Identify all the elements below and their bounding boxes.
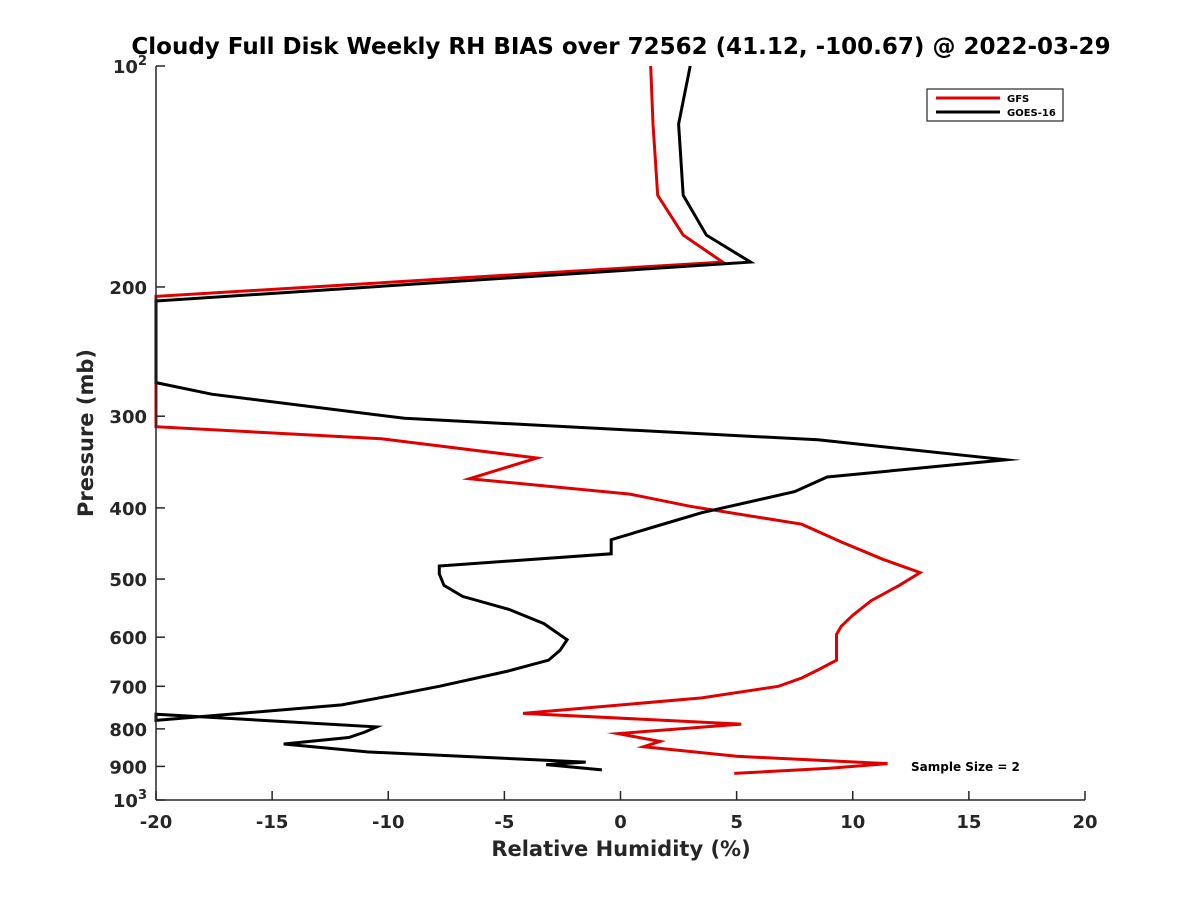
y-tick-label: 600 <box>109 628 147 649</box>
legend: GFS GOES-16 <box>926 88 1064 122</box>
legend-entry-label: GOES-16 <box>1007 108 1056 119</box>
y-tick-base: 10 <box>113 791 138 812</box>
x-tick-label: 15 <box>956 812 981 833</box>
x-axis-label: Relative Humidity (%) <box>491 837 750 861</box>
y-tick-base: 300 <box>109 407 147 428</box>
y-axis-label: Pressure (mb) <box>74 349 98 517</box>
y-tick-base: 10 <box>113 57 138 78</box>
y-tick-exponent: 2 <box>138 54 147 69</box>
y-tick-label: 900 <box>109 757 147 778</box>
y-tick-label: 400 <box>109 499 147 520</box>
series-line-goes-16 <box>154 65 1021 772</box>
y-tick-exponent: 3 <box>138 788 147 803</box>
x-tick-label: 0 <box>614 812 627 833</box>
x-tick-label: -15 <box>256 812 289 833</box>
series-line-gfs <box>154 65 924 775</box>
chart-title: Cloudy Full Disk Weekly RH BIAS over 725… <box>131 34 1110 60</box>
y-tick-base: 800 <box>109 720 147 741</box>
y-tick-base: 700 <box>109 677 147 698</box>
y-tick-label: 300 <box>109 407 147 428</box>
x-axis-ticks: -20 -15 -10 -5 0 5 10 15 20 <box>140 791 1098 833</box>
x-tick-label: -10 <box>372 812 405 833</box>
legend-box <box>926 88 1064 122</box>
plot-lines <box>154 65 1021 775</box>
y-tick-base: 500 <box>109 570 147 591</box>
y-tick-base: 600 <box>109 628 147 649</box>
y-tick-base: 900 <box>109 757 147 778</box>
y-tick-base: 400 <box>109 499 147 520</box>
x-tick-label: 5 <box>730 812 743 833</box>
y-tick-label: 200 <box>109 278 147 299</box>
x-tick-label: -5 <box>494 812 514 833</box>
y-tick-label: 700 <box>109 677 147 698</box>
x-tick-label: 10 <box>840 812 865 833</box>
legend-entry-label: GFS <box>1007 94 1029 105</box>
sample-size-annotation: Sample Size = 2 <box>911 760 1020 774</box>
y-tick-label: 102 <box>113 54 147 78</box>
y-tick-label: 800 <box>109 720 147 741</box>
y-tick-label: 500 <box>109 570 147 591</box>
x-tick-label: 20 <box>1072 812 1097 833</box>
y-tick-label: 103 <box>113 788 147 812</box>
y-tick-base: 200 <box>109 278 147 299</box>
x-tick-label: -20 <box>140 812 173 833</box>
